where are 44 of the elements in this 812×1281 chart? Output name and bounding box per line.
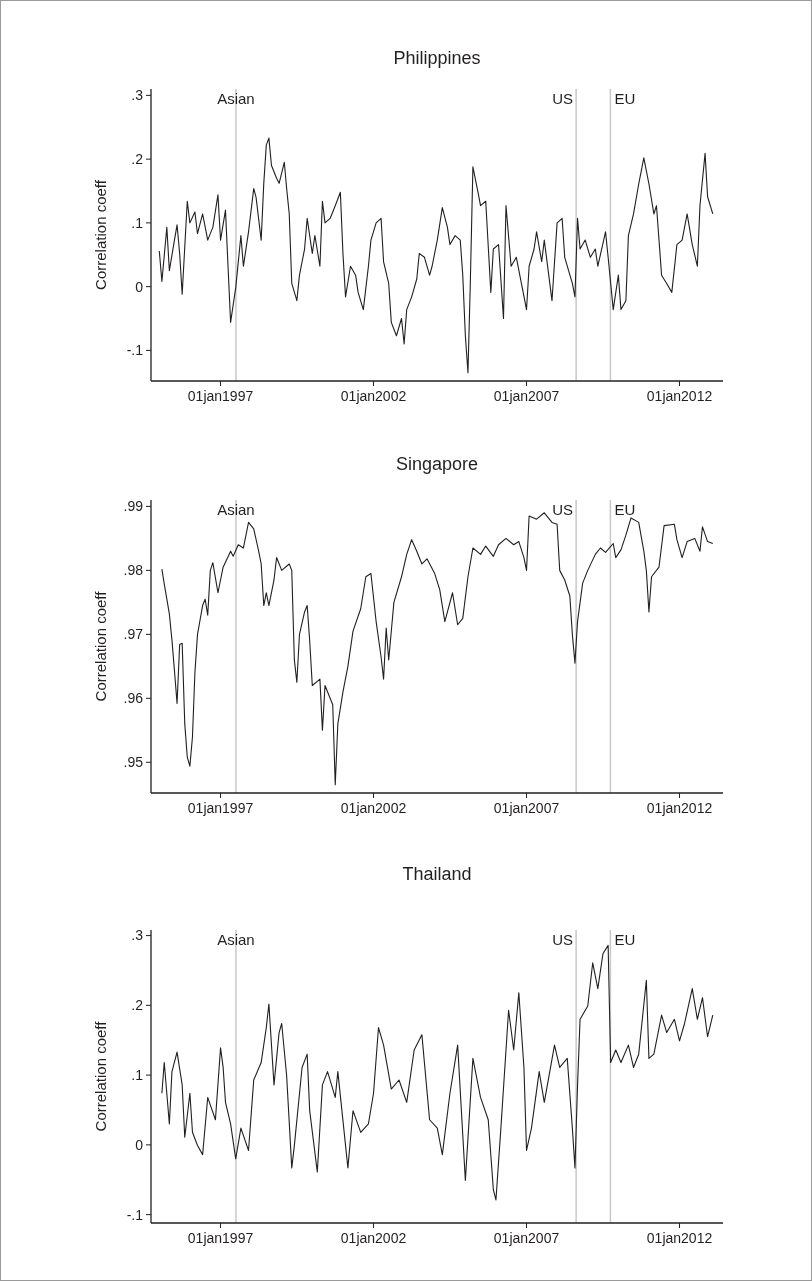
- y-tick-label: .97: [123, 626, 144, 643]
- y-axis-title: Correlation coeff: [92, 1020, 109, 1132]
- y-tick-label: .2: [131, 151, 144, 168]
- y-tick-label: .2: [131, 997, 144, 1014]
- ref-line-label: US: [552, 501, 574, 518]
- x-tick-label: 01jan1997: [187, 1230, 254, 1246]
- x-tick-label: 01jan2007: [493, 800, 560, 816]
- y-axis-title: Correlation coeff: [92, 179, 109, 290]
- x-tick-label: 01jan2012: [646, 800, 713, 816]
- y-tick-label: .96: [123, 690, 144, 707]
- ref-line-label: Asian: [217, 90, 255, 107]
- x-tick-label: 01jan2012: [646, 1230, 713, 1246]
- y-tick-label: 0: [135, 278, 144, 295]
- y-tick-label: .1: [131, 214, 144, 231]
- ref-line-label: US: [552, 931, 574, 948]
- ref-line-label: EU: [614, 90, 636, 107]
- chart-title: Singapore: [395, 454, 479, 474]
- x-tick-label: 01jan2002: [340, 388, 407, 404]
- y-tick-label: -.1: [126, 342, 144, 359]
- x-tick-label: 01jan2007: [493, 1230, 560, 1246]
- y-tick-label: .3: [131, 87, 144, 104]
- y-tick-label: .3: [131, 927, 144, 944]
- ref-line-label: EU: [614, 931, 636, 948]
- line-series: [158, 137, 714, 374]
- ref-line-label: Asian: [217, 931, 255, 948]
- y-tick-label: .99: [123, 498, 144, 515]
- ref-line-label: EU: [614, 501, 636, 518]
- ref-line-label: Asian: [217, 501, 255, 518]
- x-tick-label: 01jan2002: [340, 1230, 407, 1246]
- x-tick-label: 01jan2012: [646, 388, 713, 404]
- y-tick-label: .1: [131, 1067, 144, 1083]
- y-axis-title: Correlation coeff: [92, 590, 109, 702]
- x-tick-label: 01jan2007: [493, 388, 560, 404]
- y-tick-label: 0: [135, 1136, 144, 1153]
- chart-title: Philippines: [393, 48, 481, 68]
- x-tick-label: 01jan2002: [340, 800, 407, 816]
- x-tick-label: 01jan1997: [187, 388, 254, 404]
- ref-line-label: US: [552, 90, 574, 107]
- y-tick-label: .95: [123, 754, 144, 771]
- chart-title: Thailand: [402, 864, 472, 884]
- y-tick-label: .98: [123, 562, 144, 579]
- y-tick-label: -.1: [126, 1206, 144, 1223]
- x-tick-label: 01jan1997: [187, 800, 254, 816]
- line-series: [161, 944, 714, 1201]
